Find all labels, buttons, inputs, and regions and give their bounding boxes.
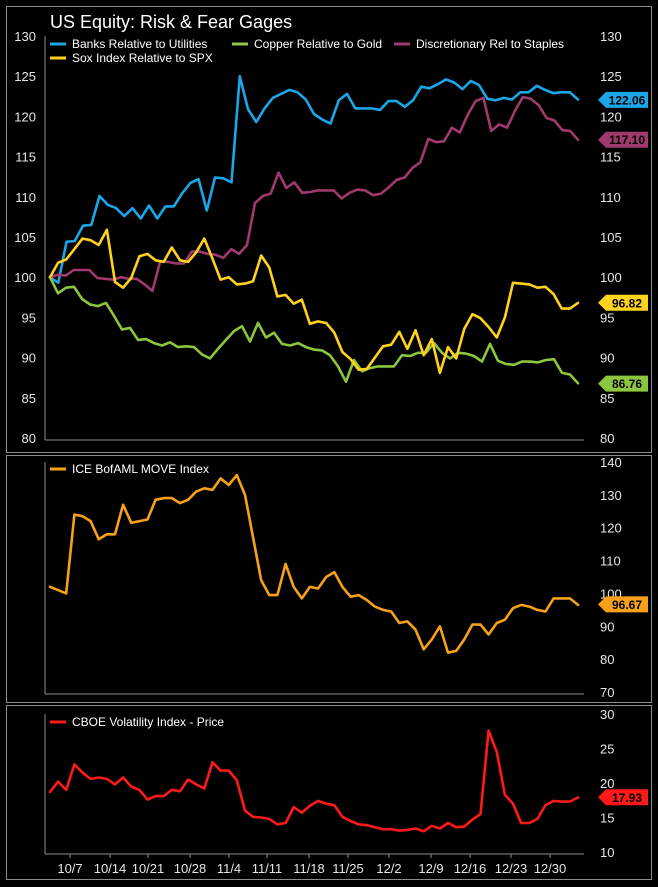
x-tick-label: 11/11 xyxy=(252,861,283,876)
y-tick-right: 120 xyxy=(600,109,622,124)
y-tick-right: 70 xyxy=(600,685,614,700)
y-tick-right: 95 xyxy=(600,310,614,325)
y-tick-right: 110 xyxy=(600,554,621,569)
y-tick-left: 110 xyxy=(15,190,36,205)
end-value-tag-bg xyxy=(598,131,648,148)
y-tick-right: 80 xyxy=(600,431,614,446)
y-tick-right: 110 xyxy=(600,190,621,205)
y-tick-left: 90 xyxy=(22,351,36,366)
y-tick-left: 120 xyxy=(14,109,36,124)
end-value-tag-bg xyxy=(598,91,648,108)
y-tick-right: 10 xyxy=(600,845,614,860)
end-value-tag-bg xyxy=(598,789,648,806)
y-tick-right: 90 xyxy=(600,351,614,366)
end-value-tag-bg xyxy=(598,375,648,392)
y-tick-right: 15 xyxy=(600,811,614,826)
end-value-tag: 96.82 xyxy=(598,294,648,311)
y-tick-right: 120 xyxy=(600,521,622,536)
series-line-1-1 xyxy=(48,74,580,285)
end-value-tag-text: 96.82 xyxy=(612,296,642,310)
legend-label: ICE BofAML MOVE Index xyxy=(72,462,209,476)
y-tick-right: 90 xyxy=(600,619,614,634)
end-value-tag-text: 86.76 xyxy=(612,377,642,391)
y-tick-right: 140 xyxy=(600,455,622,470)
legend-label: Copper Relative to Gold xyxy=(254,37,382,51)
y-tick-right: 105 xyxy=(600,230,622,245)
y-tick-right: 20 xyxy=(600,776,614,791)
series-line-1-2 xyxy=(48,275,580,385)
panel-frame-2 xyxy=(6,455,652,703)
panel-frame-1 xyxy=(6,6,652,453)
y-tick-right: 100 xyxy=(600,270,622,285)
y-tick-right: 130 xyxy=(600,29,622,44)
y-tick-left: 95 xyxy=(22,310,36,325)
y-tick-right: 115 xyxy=(600,150,621,165)
end-value-tag: 117.10 xyxy=(598,131,648,148)
y-tick-left: 125 xyxy=(14,69,36,84)
x-tick-label: 12/9 xyxy=(418,861,443,876)
x-tick-label: 11/4 xyxy=(217,861,241,876)
end-value-tag: 17.93 xyxy=(598,789,648,806)
y-tick-right: 25 xyxy=(600,742,614,757)
x-tick-label: 10/28 xyxy=(174,861,207,876)
end-value-tag-text: 117.10 xyxy=(609,133,645,147)
series-line-2-1 xyxy=(48,473,580,654)
y-tick-left: 130 xyxy=(14,29,36,44)
end-value-tag-text: 96.67 xyxy=(612,598,642,612)
x-tick-label: 10/21 xyxy=(132,861,165,876)
x-tick-label: 11/25 xyxy=(332,861,364,876)
end-value-tag-text: 17.93 xyxy=(612,791,642,805)
legend-label: Discretionary Rel to Staples xyxy=(416,37,564,51)
y-tick-left: 115 xyxy=(15,150,36,165)
legend-3: CBOE Volatility Index - Price xyxy=(50,715,224,729)
x-tick-label: 12/23 xyxy=(495,861,528,876)
x-tick-label: 12/30 xyxy=(534,861,567,876)
y-tick-right: 80 xyxy=(600,652,614,667)
y-tick-right: 130 xyxy=(600,488,622,503)
y-tick-left: 80 xyxy=(22,431,36,446)
end-value-tag-text: 122.06 xyxy=(609,93,646,107)
y-tick-right: 85 xyxy=(600,391,614,406)
legend-label: Banks Relative to Utilities xyxy=(72,37,207,51)
y-tick-right: 30 xyxy=(600,707,614,722)
y-tick-right: 125 xyxy=(600,69,622,84)
series-line-1-4 xyxy=(48,228,580,375)
legend-1: Banks Relative to Utilities Copper Relati… xyxy=(50,37,564,65)
legend-label: Sox Index Relative to SPX xyxy=(72,51,213,65)
end-value-tag: 122.06 xyxy=(598,91,648,108)
legend-label: CBOE Volatility Index - Price xyxy=(72,715,224,729)
end-value-tag-bg xyxy=(598,294,648,311)
end-value-tag: 96.67 xyxy=(598,596,648,613)
x-tick-label: 12/16 xyxy=(454,861,487,876)
series-line-3-1 xyxy=(48,729,580,833)
end-value-tag-bg xyxy=(598,596,648,613)
panel-frame-3 xyxy=(6,705,652,880)
chart-title: US Equity: Risk & Fear Gages xyxy=(50,12,292,32)
end-value-tag: 86.76 xyxy=(598,375,648,392)
y-tick-left: 85 xyxy=(22,391,36,406)
legend-2: ICE BofAML MOVE Index xyxy=(50,462,209,476)
series-line-1-3 xyxy=(48,95,580,293)
x-tick-label: 11/18 xyxy=(293,861,325,876)
x-tick-label: 12/2 xyxy=(376,861,401,876)
y-tick-left: 100 xyxy=(14,270,36,285)
x-tick-label: 10/14 xyxy=(94,861,127,876)
y-tick-left: 105 xyxy=(14,230,36,245)
x-tick-label: 10/7 xyxy=(57,861,82,876)
